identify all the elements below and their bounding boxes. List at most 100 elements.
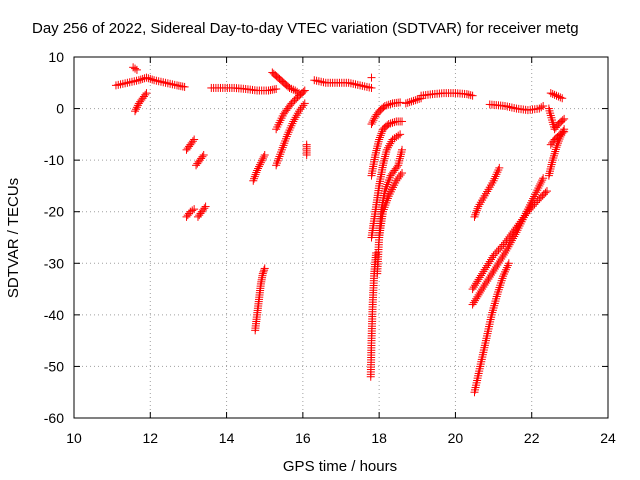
data-point bbox=[546, 164, 555, 173]
data-point bbox=[503, 102, 512, 111]
data-point bbox=[539, 174, 548, 183]
y-tick-label: -30 bbox=[44, 255, 64, 271]
data-point bbox=[550, 90, 559, 99]
data-point bbox=[374, 139, 383, 148]
data-point bbox=[532, 188, 541, 197]
data-point bbox=[553, 141, 562, 150]
data-point bbox=[385, 141, 394, 150]
data-point bbox=[491, 172, 500, 181]
data-point bbox=[374, 137, 383, 146]
data-point bbox=[312, 76, 321, 85]
data-point bbox=[527, 198, 536, 207]
data-point bbox=[375, 135, 384, 144]
data-point bbox=[490, 299, 499, 308]
data-point bbox=[525, 200, 534, 209]
data-point bbox=[286, 123, 295, 132]
data-point bbox=[518, 215, 527, 224]
data-point bbox=[529, 194, 538, 203]
data-point bbox=[495, 163, 504, 172]
x-tick-label: 16 bbox=[295, 430, 311, 446]
data-point bbox=[395, 154, 404, 163]
data-point bbox=[142, 73, 151, 82]
data-point bbox=[346, 79, 355, 88]
data-point bbox=[539, 101, 548, 110]
data-point bbox=[483, 261, 492, 270]
data-point bbox=[397, 148, 406, 157]
data-point bbox=[121, 79, 130, 88]
data-point bbox=[488, 178, 497, 187]
data-point bbox=[292, 111, 301, 120]
data-point bbox=[489, 303, 498, 312]
data-point bbox=[130, 77, 139, 86]
data-point bbox=[299, 87, 308, 96]
data-point bbox=[285, 83, 294, 92]
data-point bbox=[474, 202, 483, 211]
data-point bbox=[504, 242, 513, 251]
data-point bbox=[405, 98, 414, 107]
data-point bbox=[371, 150, 380, 159]
data-point bbox=[481, 189, 490, 198]
data-point bbox=[497, 254, 506, 263]
data-point bbox=[138, 74, 147, 83]
data-point bbox=[398, 145, 407, 154]
data-point bbox=[396, 130, 405, 139]
data-point bbox=[116, 80, 125, 89]
data-point bbox=[127, 77, 136, 86]
data-point bbox=[150, 76, 159, 85]
data-point bbox=[485, 257, 494, 266]
data-point bbox=[492, 294, 501, 303]
data-point bbox=[285, 126, 294, 135]
data-point bbox=[376, 131, 385, 140]
data-point bbox=[383, 143, 392, 152]
data-point bbox=[373, 142, 382, 151]
data-point bbox=[480, 281, 489, 290]
data-point bbox=[132, 65, 141, 74]
data-point bbox=[168, 80, 177, 89]
data-point bbox=[146, 74, 155, 83]
data-point bbox=[487, 255, 496, 264]
x-tick-label: 22 bbox=[524, 430, 540, 446]
data-point bbox=[481, 279, 490, 288]
y-tick-label: 10 bbox=[48, 49, 64, 65]
data-point bbox=[367, 120, 376, 129]
data-point bbox=[475, 200, 484, 209]
data-point bbox=[392, 163, 401, 172]
data-point bbox=[287, 121, 296, 130]
data-point bbox=[551, 147, 560, 156]
data-point bbox=[159, 78, 168, 87]
data-point bbox=[514, 224, 523, 233]
data-point bbox=[537, 103, 546, 112]
data-point bbox=[396, 152, 405, 161]
data-point bbox=[401, 99, 410, 108]
data-point bbox=[409, 96, 418, 105]
data-point bbox=[398, 169, 407, 178]
data-point bbox=[141, 90, 150, 99]
data-point bbox=[386, 100, 395, 109]
data-point bbox=[495, 256, 504, 265]
data-point bbox=[411, 96, 420, 105]
data-point bbox=[547, 162, 556, 171]
data-point bbox=[496, 281, 505, 290]
data-point bbox=[490, 265, 499, 274]
data-point bbox=[152, 76, 161, 85]
data-point bbox=[388, 118, 397, 127]
data-points bbox=[111, 63, 569, 397]
data-point bbox=[252, 168, 261, 177]
data-point bbox=[494, 287, 503, 296]
data-point bbox=[380, 101, 389, 110]
data-point bbox=[545, 167, 554, 176]
data-point bbox=[360, 82, 369, 91]
data-point bbox=[492, 247, 501, 256]
data-point bbox=[255, 160, 264, 169]
data-point bbox=[383, 121, 392, 130]
data-point bbox=[356, 81, 365, 90]
y-tick-label: -60 bbox=[44, 410, 64, 426]
data-point bbox=[533, 186, 542, 195]
data-point bbox=[407, 97, 416, 106]
data-point bbox=[396, 150, 405, 159]
data-point bbox=[490, 174, 499, 183]
data-point bbox=[494, 246, 503, 255]
data-point bbox=[319, 78, 328, 87]
data-point bbox=[131, 107, 140, 116]
data-point bbox=[190, 205, 199, 214]
